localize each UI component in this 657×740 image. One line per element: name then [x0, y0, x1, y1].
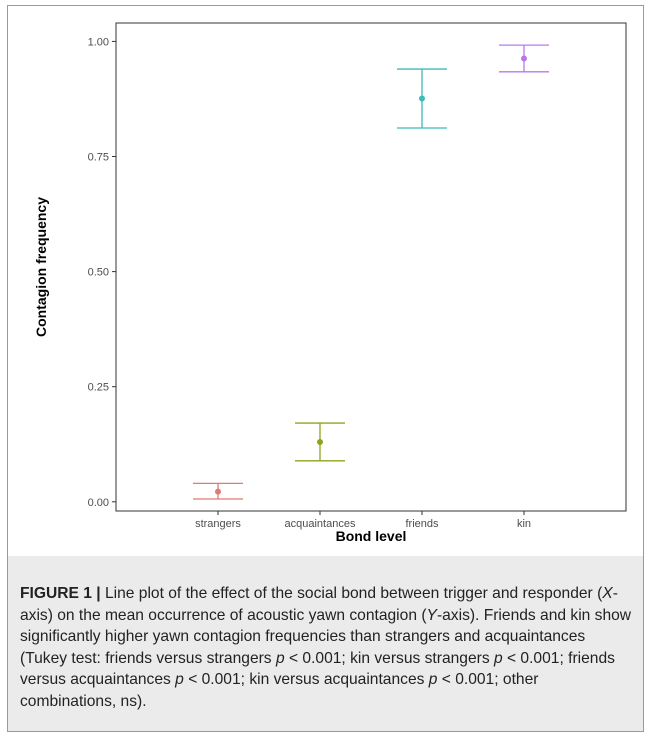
chart-svg: 0.00 0.25 0.50 0.75 1.00 strangers acquaintan… [33, 22, 627, 544]
y-axis: 0.00 0.25 0.50 0.75 1.00 [88, 36, 116, 509]
y-axis-title: Contagion frequency [33, 197, 49, 337]
y-tick-label: 0.75 [88, 152, 109, 164]
mean-point [215, 488, 221, 495]
y-tick-label: 0.00 [88, 497, 109, 509]
y-tick-label: 1.00 [88, 36, 109, 48]
y-tick-label: 0.50 [88, 267, 109, 279]
chart-marks [193, 44, 549, 500]
x-axis: strangers acquaintances friends kin [195, 511, 531, 530]
plot-panel-border [115, 22, 627, 512]
caption-text: Line plot of the effect of the social bo… [20, 585, 632, 710]
x-tick-label: acquaintances [285, 518, 356, 530]
x-axis-title: Bond level [336, 528, 407, 544]
error-bar-group-friends [397, 68, 447, 129]
caption-label: FIGURE 1 | [20, 585, 101, 602]
mean-point [521, 55, 527, 62]
error-bar-group-strangers [193, 482, 243, 500]
mean-point [419, 95, 425, 102]
error-bar-group-acquaintances [295, 422, 345, 462]
caption-background [7, 556, 644, 732]
mean-point [317, 438, 323, 445]
x-tick-label: strangers [195, 518, 241, 530]
x-tick-label: friends [405, 518, 439, 530]
x-tick-label: kin [517, 518, 531, 530]
figure-caption: FIGURE 1 | Line plot of the effect of th… [20, 583, 635, 713]
error-bar-group-kin [499, 44, 549, 73]
y-tick-label: 0.25 [88, 382, 109, 394]
